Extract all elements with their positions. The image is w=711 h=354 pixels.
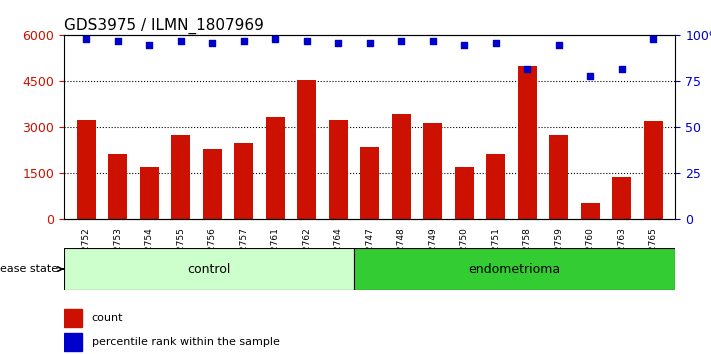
Point — [490, 40, 501, 46]
Bar — [644, 121, 663, 219]
Bar — [139, 167, 159, 219]
Bar — [518, 66, 537, 219]
Point — [80, 36, 92, 42]
Point — [522, 66, 533, 72]
Bar — [612, 177, 631, 219]
Bar — [108, 154, 127, 219]
Point — [459, 42, 470, 47]
Text: endometrioma: endometrioma — [469, 263, 560, 275]
Point — [144, 42, 155, 47]
Bar — [64, 333, 82, 351]
Text: percentile rank within the sample: percentile rank within the sample — [92, 337, 279, 347]
Bar — [392, 114, 411, 219]
Bar — [297, 80, 316, 219]
Point — [364, 40, 375, 46]
Point — [584, 73, 596, 79]
Bar — [203, 149, 222, 219]
Text: GDS3975 / ILMN_1807969: GDS3975 / ILMN_1807969 — [64, 18, 264, 34]
Point — [648, 36, 659, 42]
Point — [427, 38, 439, 44]
Text: control: control — [187, 263, 230, 275]
Point — [238, 38, 250, 44]
FancyBboxPatch shape — [64, 248, 353, 290]
Bar — [455, 167, 474, 219]
Bar — [581, 202, 600, 219]
Bar — [234, 143, 253, 219]
Point — [269, 36, 281, 42]
Bar — [64, 309, 82, 327]
FancyBboxPatch shape — [353, 248, 675, 290]
Point — [333, 40, 344, 46]
Bar — [328, 120, 348, 219]
Text: count: count — [92, 313, 123, 323]
Bar — [171, 135, 190, 219]
Text: disease state: disease state — [0, 264, 63, 274]
Point — [206, 40, 218, 46]
Bar — [77, 120, 95, 219]
Bar — [360, 147, 379, 219]
Point — [301, 38, 312, 44]
Point — [616, 66, 628, 72]
Bar — [550, 135, 568, 219]
Point — [112, 38, 123, 44]
Bar — [266, 117, 284, 219]
Bar — [423, 123, 442, 219]
Point — [553, 42, 565, 47]
Point — [175, 38, 186, 44]
Point — [395, 38, 407, 44]
Bar — [486, 154, 506, 219]
